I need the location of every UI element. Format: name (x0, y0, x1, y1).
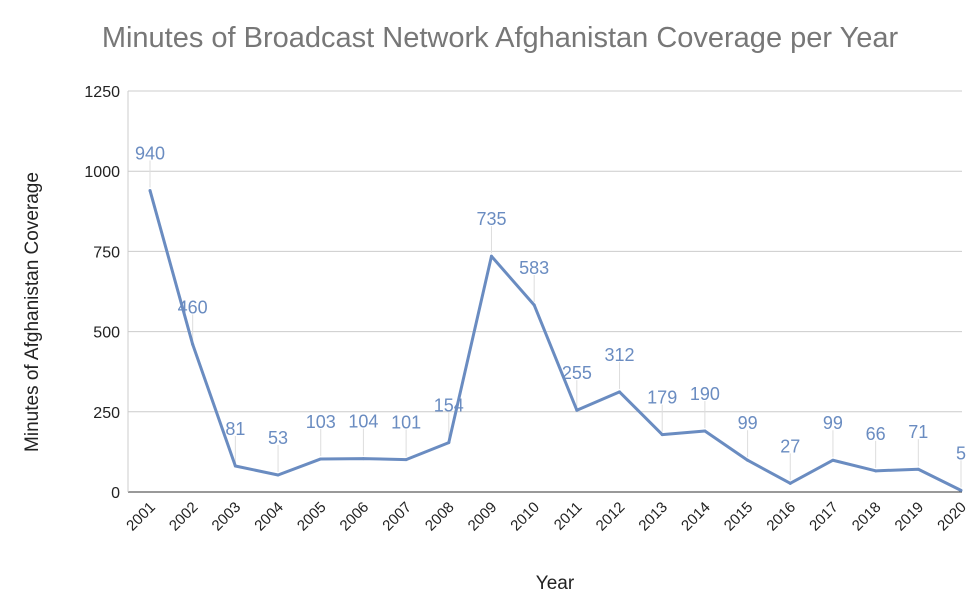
data-label: 103 (306, 412, 336, 432)
data-point (618, 390, 622, 394)
data-label: 940 (135, 143, 165, 163)
y-tick-label: 750 (93, 244, 120, 261)
data-label: 99 (823, 413, 843, 433)
y-tick-label: 1000 (84, 164, 120, 181)
data-point (276, 473, 280, 477)
data-label: 312 (605, 345, 635, 365)
x-tick-label: 2015 (721, 499, 757, 535)
x-tick-label: 2018 (849, 499, 885, 535)
x-tick-label: 2014 (678, 499, 714, 535)
data-label: 154 (434, 396, 464, 416)
data-label: 99 (738, 413, 758, 433)
data-point (361, 457, 365, 461)
data-point (788, 481, 792, 485)
data-point (746, 458, 750, 462)
y-tick-label: 1250 (84, 84, 120, 101)
y-tick-label: 0 (111, 485, 120, 502)
x-tick-label: 2007 (379, 499, 415, 535)
data-label: 460 (178, 297, 208, 317)
data-label: 27 (780, 436, 800, 456)
data-label: 101 (391, 413, 421, 433)
data-point (319, 457, 323, 461)
data-point (831, 458, 835, 462)
x-axis-label: Year (535, 573, 575, 594)
x-tick-label: 2012 (593, 499, 629, 535)
data-point (703, 429, 707, 433)
x-tick-label: 2005 (294, 499, 330, 535)
data-label: 190 (690, 384, 720, 404)
data-label: 66 (866, 424, 886, 444)
x-tick-label: 2020 (934, 499, 970, 535)
data-point (191, 342, 195, 346)
data-label: 104 (348, 412, 378, 432)
data-point (575, 408, 579, 412)
data-point (959, 488, 963, 492)
x-tick-label: 2017 (806, 499, 842, 535)
data-point (404, 458, 408, 462)
data-line (148, 190, 962, 492)
data-point (874, 469, 878, 473)
y-tick-label: 500 (93, 325, 120, 342)
x-tick-label: 2001 (123, 499, 159, 535)
x-tick-label: 2010 (507, 499, 543, 535)
data-label: 53 (268, 428, 288, 448)
data-point (447, 441, 451, 445)
data-label: 179 (647, 388, 677, 408)
data-point (532, 303, 536, 307)
x-tick-label: 2003 (209, 499, 245, 535)
data-label: 255 (562, 363, 592, 383)
data-label: 583 (519, 258, 549, 278)
x-tick-label: 2004 (251, 499, 287, 535)
data-point (489, 254, 493, 258)
x-tick-label: 2019 (892, 499, 928, 535)
data-point (660, 433, 664, 437)
data-label: 81 (225, 419, 245, 439)
x-tick-label: 2002 (166, 499, 202, 535)
x-tick-label: 2011 (551, 499, 586, 534)
data-point (148, 188, 152, 192)
x-tick-label: 2013 (635, 499, 671, 535)
data-point (916, 467, 920, 471)
x-tick-label: 2016 (763, 499, 799, 535)
data-label: 5 (956, 443, 966, 463)
y-tick-label: 250 (93, 405, 120, 422)
data-label: 735 (476, 209, 506, 229)
x-tick-label: 2006 (337, 499, 373, 535)
data-label: 71 (908, 422, 928, 442)
x-tick-label: 2009 (465, 499, 501, 535)
x-tick-label: 2008 (422, 499, 458, 535)
data-point (233, 464, 237, 468)
chart-title: Minutes of Broadcast Network Afghanistan… (101, 22, 899, 54)
